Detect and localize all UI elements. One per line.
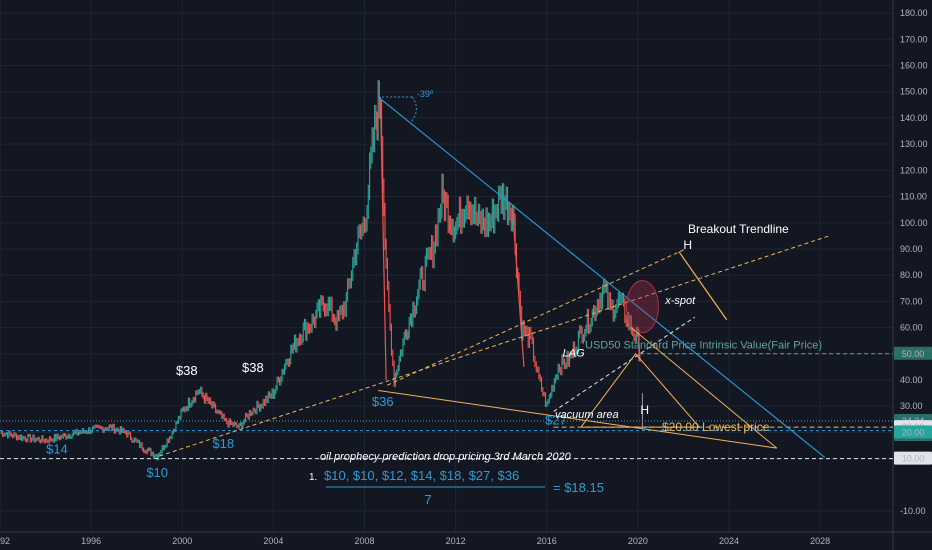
price-label-27: $27 — [545, 413, 567, 428]
price-label-10: $10 — [146, 465, 168, 480]
vacuum-label: vacuum area — [555, 409, 619, 421]
y-tick-label: 60.00 — [900, 323, 923, 333]
prophecy-label: oil prophecy prediction drop pricing 3rd… — [320, 451, 572, 463]
y-tick-label: 100.00 — [900, 218, 928, 228]
y-tick-label: 180.00 — [900, 8, 928, 18]
price-label-14: $14 — [46, 441, 68, 456]
y-tick-label: 30.00 — [900, 401, 923, 411]
y-tick-label: 170.00 — [900, 34, 928, 44]
h-lower-label: H — [640, 403, 649, 417]
x-tick-label: 2016 — [537, 536, 557, 546]
price-tag-bg — [894, 346, 932, 360]
breakout-trendline — [159, 235, 830, 457]
vacuum-triangle — [580, 352, 701, 428]
y-tick-label: 160.00 — [900, 61, 928, 71]
lower-support-line — [378, 389, 777, 449]
y-tick-label: 140.00 — [900, 113, 928, 123]
price-tag-bg — [894, 451, 932, 465]
y-tick-label: 130.00 — [900, 139, 928, 149]
x-tick-label: 1992 — [0, 536, 10, 546]
y-tick-label: 40.00 — [900, 375, 923, 385]
lower-channel-line — [553, 316, 696, 412]
price-tag-bg — [894, 425, 932, 439]
price-label-36: $36 — [372, 394, 394, 409]
price-label-38a: $38 — [176, 363, 198, 378]
fair-price-label: USD50 Standard Price Intrinsic Value(Fai… — [585, 340, 822, 352]
x-tick-label: 2028 — [810, 536, 830, 546]
x-tick-label: 2012 — [446, 536, 466, 546]
upper-channel-line — [387, 248, 686, 386]
upper-sell-line — [630, 327, 778, 449]
crash-wick-2014 — [511, 209, 525, 367]
formula-number: 1. — [309, 472, 317, 483]
x-tick-label: 2008 — [354, 536, 374, 546]
x-tick-label: 2000 — [172, 536, 192, 546]
y-tick-label: 150.00 — [900, 87, 928, 97]
y-tick-label: 80.00 — [900, 270, 923, 280]
breakout-label: Breakout Trendline — [688, 222, 789, 236]
angle-label: -39º — [417, 89, 434, 99]
price-candles — [0, 79, 640, 461]
angle-arc — [409, 96, 417, 124]
price-label-38b: $38 — [242, 360, 264, 375]
price-tag-label: 20.00 — [902, 427, 925, 437]
y-tick-label: 90.00 — [900, 244, 923, 254]
xspot-circle — [625, 280, 659, 334]
y-tick-label: -10.00 — [900, 506, 926, 516]
lag-label: LAG — [563, 347, 585, 359]
price-label-18: $18 — [212, 436, 234, 451]
x-tick-label: 2020 — [628, 536, 648, 546]
price-tag-label: 50.00 — [902, 349, 925, 359]
xspot-label: x-spot — [664, 295, 696, 307]
y-tick-label: 120.00 — [900, 165, 928, 175]
formula-result: = $18.15 — [553, 480, 604, 495]
crash-wick-2008 — [379, 96, 387, 381]
main-downtrend-line — [377, 96, 826, 458]
x-tick-label: 2004 — [263, 536, 283, 546]
x-tick-label: 1996 — [81, 536, 101, 546]
formula-text: $10, $10, $12, $14, $18, $27, $36 — [324, 468, 519, 483]
y-tick-label: 70.00 — [900, 296, 923, 306]
y-tick-label: 110.00 — [900, 192, 927, 202]
lowest-price-label: $20.00 Lowest price — [662, 420, 770, 434]
h-marker-line — [678, 251, 728, 321]
h-upper-label: H — [683, 238, 692, 252]
price-tag-label: 10.00 — [902, 454, 925, 464]
formula-denominator: 7 — [424, 492, 431, 507]
grid-lines — [0, 0, 893, 532]
x-tick-label: 2024 — [719, 536, 739, 546]
